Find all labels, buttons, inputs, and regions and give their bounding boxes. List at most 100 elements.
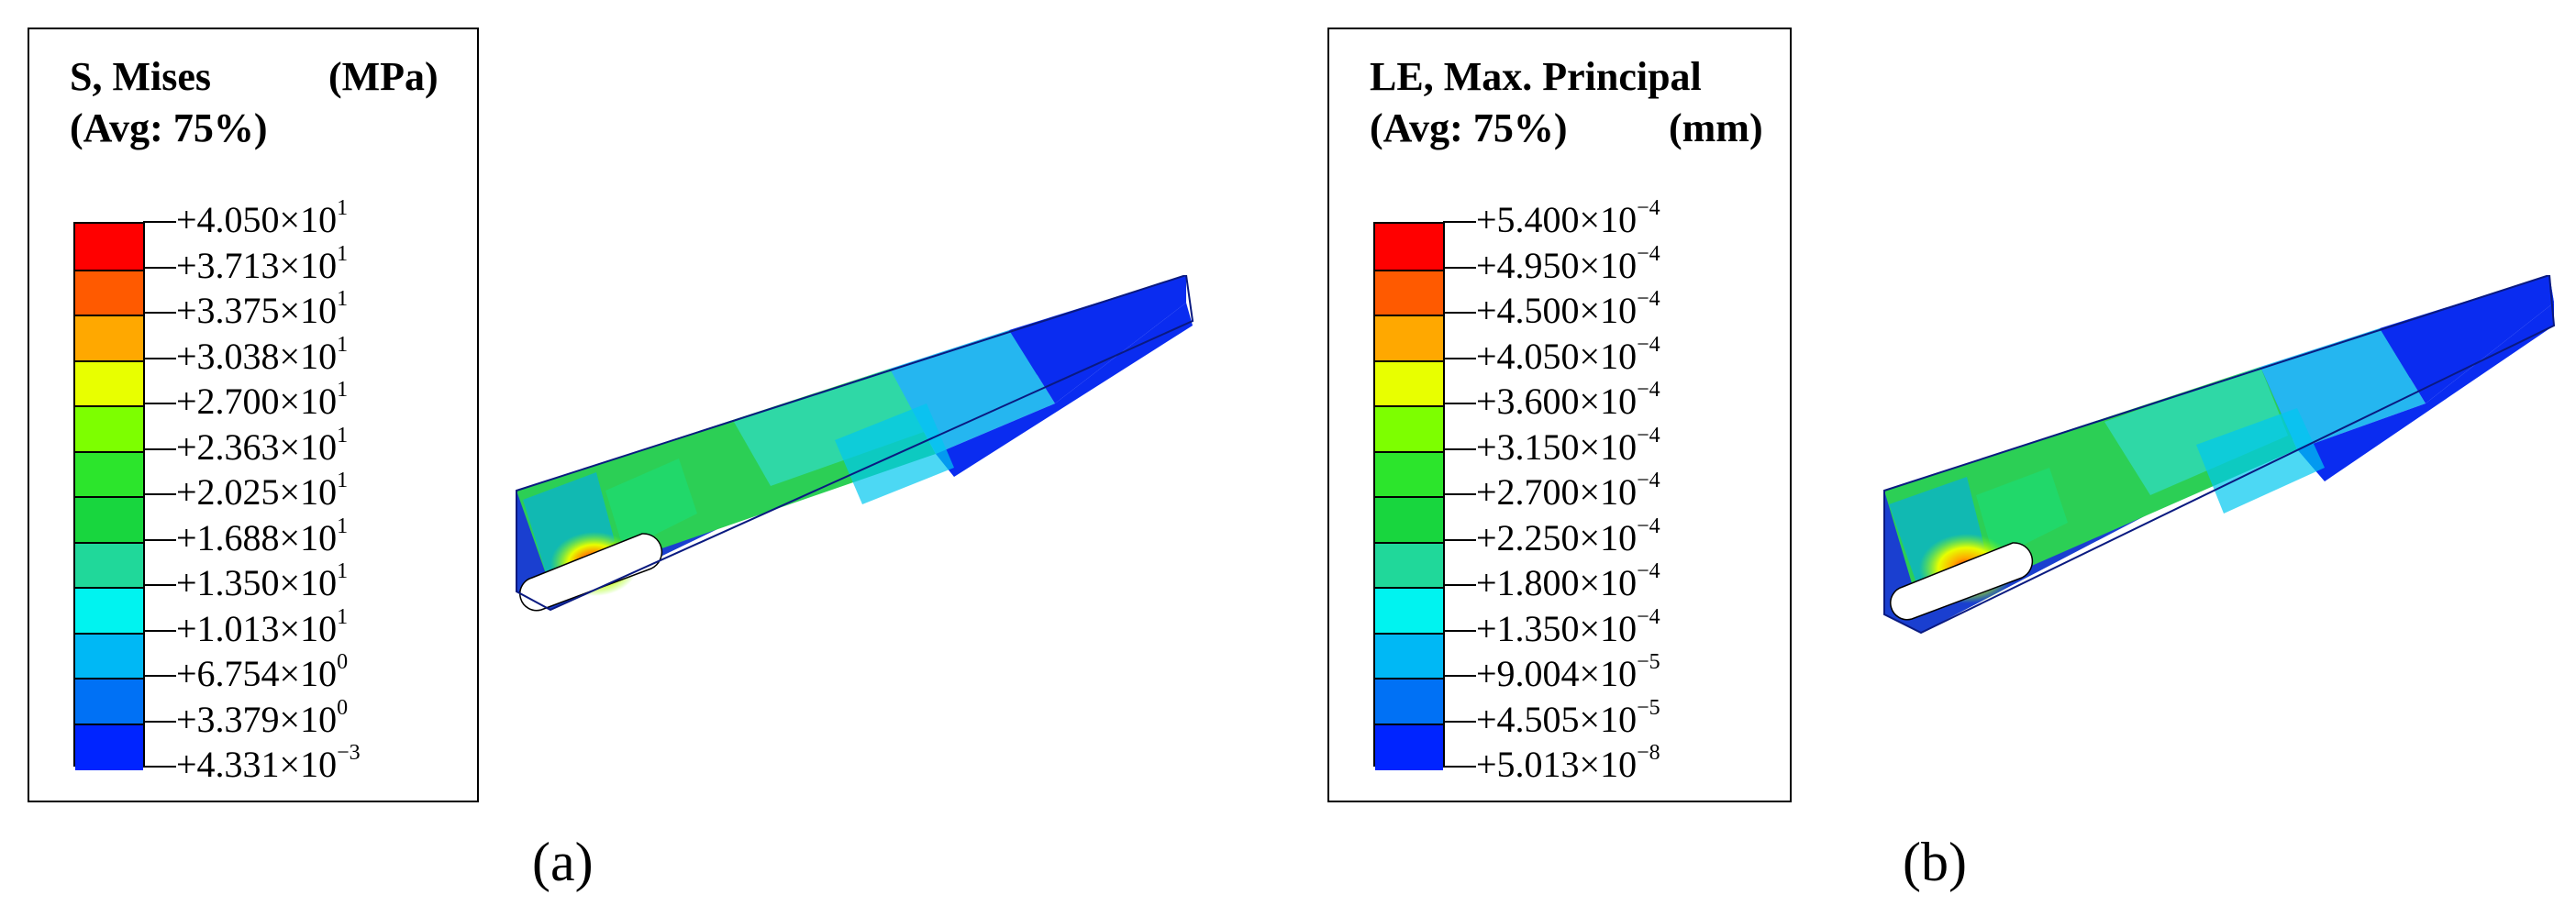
legend-tick bbox=[1443, 266, 1476, 269]
legend-value: +3.713×101 bbox=[176, 242, 348, 286]
legend-tick bbox=[1443, 493, 1476, 495]
legend-value-mantissa: +3.150×10 bbox=[1476, 425, 1638, 468]
legend-value: +4.505×10−5 bbox=[1476, 696, 1660, 740]
legend-value: +5.400×10−4 bbox=[1476, 197, 1660, 240]
legend-value-exponent: 1 bbox=[337, 377, 349, 402]
legend-value-exponent: −4 bbox=[1637, 332, 1660, 357]
legend-tick bbox=[143, 538, 176, 541]
color-bar bbox=[73, 222, 145, 770]
legend-tick bbox=[1443, 720, 1476, 723]
legend-value: +5.013×10−8 bbox=[1476, 742, 1660, 785]
legend-value-mantissa: +5.400×10 bbox=[1476, 199, 1638, 240]
legend-tick bbox=[1443, 403, 1476, 404]
legend-value-exponent: −4 bbox=[1637, 468, 1660, 492]
legend-tick bbox=[143, 584, 176, 586]
legend-value: +4.050×101 bbox=[176, 197, 348, 240]
legend-value-mantissa: +4.500×10 bbox=[1476, 290, 1638, 331]
legend-value-mantissa: +2.363×10 bbox=[176, 425, 338, 468]
legend-value-exponent: −5 bbox=[1637, 695, 1660, 720]
legend-tick bbox=[1443, 221, 1476, 223]
legend-value-mantissa: +4.950×10 bbox=[1476, 244, 1638, 286]
legend-value-mantissa: +6.754×10 bbox=[176, 653, 338, 694]
legend-value: +2.363×101 bbox=[176, 424, 348, 468]
legend-value-exponent: 1 bbox=[337, 514, 349, 538]
color-band bbox=[75, 541, 143, 589]
legend-value-mantissa: +3.375×10 bbox=[176, 290, 338, 331]
legend-value-mantissa: +2.700×10 bbox=[176, 381, 338, 422]
legend-tick bbox=[143, 766, 176, 768]
legend-value-mantissa: +3.379×10 bbox=[176, 698, 338, 740]
color-band bbox=[1375, 541, 1443, 589]
panel-label: (a) bbox=[532, 832, 594, 892]
legend-value-mantissa: +3.038×10 bbox=[176, 335, 338, 377]
color-band bbox=[1375, 224, 1443, 270]
legend-value: +4.331×10−3 bbox=[176, 742, 361, 783]
legend-avg: (Avg: 75%) bbox=[70, 105, 268, 150]
color-band bbox=[75, 723, 143, 770]
color-band bbox=[1375, 678, 1443, 725]
legend-tick bbox=[143, 221, 176, 223]
fe-model-plate bbox=[516, 275, 1194, 612]
color-band bbox=[75, 587, 143, 635]
color-band bbox=[75, 632, 143, 679]
legend-value-exponent: −4 bbox=[1637, 558, 1660, 583]
legend-value-mantissa: +4.050×10 bbox=[176, 199, 338, 240]
color-band bbox=[75, 359, 143, 407]
legend-value: +3.600×10−4 bbox=[1476, 379, 1660, 420]
legend-value-exponent: −4 bbox=[1637, 423, 1660, 447]
legend-tick bbox=[143, 312, 176, 314]
legend-tick bbox=[1443, 447, 1476, 450]
color-band bbox=[1375, 269, 1443, 316]
legend-value-mantissa: +1.688×10 bbox=[176, 516, 338, 558]
legend-value: +4.050×10−4 bbox=[1476, 333, 1660, 375]
color-band bbox=[1375, 587, 1443, 635]
legend-value: +3.379×100 bbox=[176, 696, 348, 740]
legend-value: +1.013×101 bbox=[176, 605, 348, 647]
legend-tick bbox=[143, 675, 176, 677]
legend-value-exponent: −4 bbox=[1637, 195, 1660, 220]
legend-value: +2.700×10−4 bbox=[1476, 470, 1660, 513]
legend-value-mantissa: +2.700×10 bbox=[1476, 471, 1638, 513]
legend-title: LE, Max. Principal bbox=[1370, 54, 1702, 99]
color-band bbox=[75, 315, 143, 362]
legend-tick bbox=[143, 403, 176, 404]
legend-value: +4.950×10−4 bbox=[1476, 242, 1660, 286]
legend-avg: (Avg: 75%) bbox=[1370, 105, 1568, 150]
legend-value: +9.004×10−5 bbox=[1476, 651, 1660, 692]
color-band bbox=[75, 496, 143, 544]
legend-value: +3.150×10−4 bbox=[1476, 424, 1660, 468]
fe-model-plate bbox=[1883, 275, 2556, 635]
legend-value-exponent: −4 bbox=[1637, 286, 1660, 311]
legend-value: +2.250×10−4 bbox=[1476, 514, 1660, 557]
color-band bbox=[1375, 632, 1443, 679]
legend-value-mantissa: +5.013×10 bbox=[1476, 744, 1638, 785]
legend-value-exponent: −3 bbox=[337, 740, 361, 765]
legend-title: S, Mises bbox=[70, 54, 211, 99]
legend-tick bbox=[1443, 766, 1476, 768]
legend-value-exponent: 1 bbox=[337, 468, 349, 492]
color-band bbox=[75, 678, 143, 725]
color-band bbox=[1375, 405, 1443, 453]
legend-tick bbox=[143, 357, 176, 359]
legend-value-mantissa: +2.025×10 bbox=[176, 471, 338, 513]
color-band bbox=[1375, 723, 1443, 770]
legend-value-exponent: 0 bbox=[337, 649, 349, 674]
legend-value: +6.754×100 bbox=[176, 651, 348, 694]
legend-value-mantissa: +1.800×10 bbox=[1476, 562, 1638, 603]
legend-value-mantissa: +4.505×10 bbox=[1476, 698, 1638, 740]
legend-value: +3.038×101 bbox=[176, 333, 348, 377]
legend-value: +2.025×101 bbox=[176, 470, 348, 513]
legend-value: +4.500×10−4 bbox=[1476, 288, 1660, 331]
panel-label: (b) bbox=[1903, 832, 1967, 892]
color-bar bbox=[1373, 222, 1445, 770]
legend-tick bbox=[143, 629, 176, 632]
legend-value: +1.350×10−4 bbox=[1476, 605, 1660, 649]
legend-value-mantissa: +1.350×10 bbox=[1476, 607, 1638, 649]
color-band bbox=[1375, 315, 1443, 362]
legend-value-exponent: 1 bbox=[337, 332, 349, 357]
legend-tick bbox=[1443, 538, 1476, 541]
legend-value-exponent: −4 bbox=[1637, 377, 1660, 402]
legend-value-mantissa: +3.713×10 bbox=[176, 244, 338, 286]
color-band bbox=[75, 450, 143, 498]
legend-value-exponent: −4 bbox=[1637, 604, 1660, 629]
